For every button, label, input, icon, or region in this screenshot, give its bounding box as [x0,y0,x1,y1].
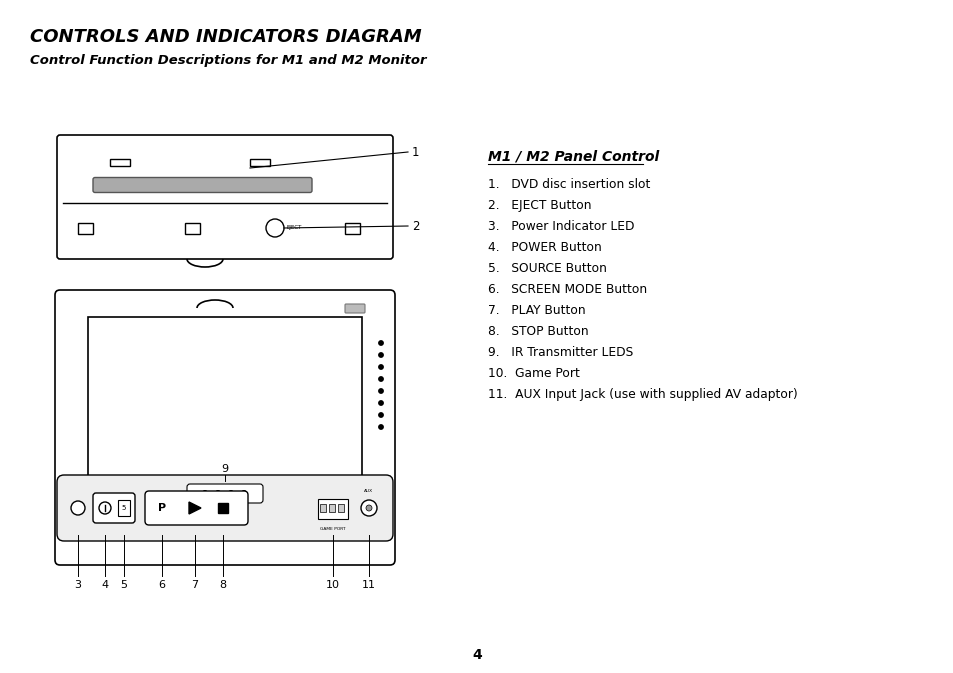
Bar [329,504,335,512]
Text: 5: 5 [120,580,128,590]
Text: CONTROLS AND INDICATORS DIAGRAM: CONTROLS AND INDICATORS DIAGRAM [30,28,421,46]
Circle shape [241,491,246,495]
Text: 11: 11 [361,580,375,590]
Text: 1: 1 [412,145,419,159]
Text: P: P [158,503,166,513]
Bar [110,159,130,166]
Text: 8: 8 [219,580,226,590]
Circle shape [360,500,376,516]
Text: 11.  AUX Input Jack (use with supplied AV adaptor): 11. AUX Input Jack (use with supplied AV… [488,388,797,401]
Circle shape [202,491,207,495]
Circle shape [366,505,372,511]
Bar [88,317,361,480]
Circle shape [378,425,383,429]
Circle shape [378,389,383,393]
Text: 5.   SOURCE Button: 5. SOURCE Button [488,262,606,275]
Bar [319,504,326,512]
Circle shape [71,501,85,515]
Text: AUX: AUX [364,489,374,493]
FancyBboxPatch shape [145,491,248,525]
FancyBboxPatch shape [57,135,393,259]
Circle shape [378,377,383,381]
Circle shape [378,401,383,405]
Text: M1 / M2 Panel Control: M1 / M2 Panel Control [488,150,659,164]
Circle shape [266,219,284,237]
Text: 9: 9 [221,464,229,474]
Text: 7.   PLAY Button: 7. PLAY Button [488,304,585,317]
Bar [78,223,92,234]
Text: 4: 4 [472,648,481,662]
Text: 6: 6 [158,580,165,590]
Text: 2.   EJECT Button: 2. EJECT Button [488,199,591,212]
Bar [345,223,359,234]
Text: 7: 7 [192,580,198,590]
Circle shape [99,502,111,514]
FancyBboxPatch shape [92,493,135,523]
Circle shape [229,491,233,495]
Text: EJECT: EJECT [287,225,302,230]
Text: Control Function Descriptions for M1 and M2 Monitor: Control Function Descriptions for M1 and… [30,54,426,67]
Text: GAME PORT: GAME PORT [320,527,345,531]
Bar [118,500,130,516]
Text: 3: 3 [74,580,81,590]
Circle shape [215,491,220,495]
FancyBboxPatch shape [57,475,393,541]
Text: 4.   POWER Button: 4. POWER Button [488,241,601,254]
Bar [250,159,270,166]
FancyBboxPatch shape [187,484,263,503]
Circle shape [378,413,383,417]
Bar [218,503,228,513]
Text: 10: 10 [326,580,339,590]
FancyBboxPatch shape [345,304,365,313]
Bar [185,223,200,234]
Circle shape [378,353,383,357]
Text: 4: 4 [101,580,109,590]
Circle shape [378,365,383,369]
Text: 6.   SCREEN MODE Button: 6. SCREEN MODE Button [488,283,646,296]
Circle shape [378,341,383,345]
Text: 2: 2 [412,219,419,232]
FancyBboxPatch shape [55,290,395,565]
Text: 3.   Power Indicator LED: 3. Power Indicator LED [488,220,634,233]
Bar [317,499,348,519]
FancyBboxPatch shape [92,178,312,192]
Text: 8.   STOP Button: 8. STOP Button [488,325,588,338]
Polygon shape [189,502,201,514]
Text: 5: 5 [122,505,126,511]
Text: 1.   DVD disc insertion slot: 1. DVD disc insertion slot [488,178,650,191]
Text: 9.   IR Transmitter LEDS: 9. IR Transmitter LEDS [488,346,633,359]
Text: 10.  Game Port: 10. Game Port [488,367,579,380]
Bar [337,504,344,512]
